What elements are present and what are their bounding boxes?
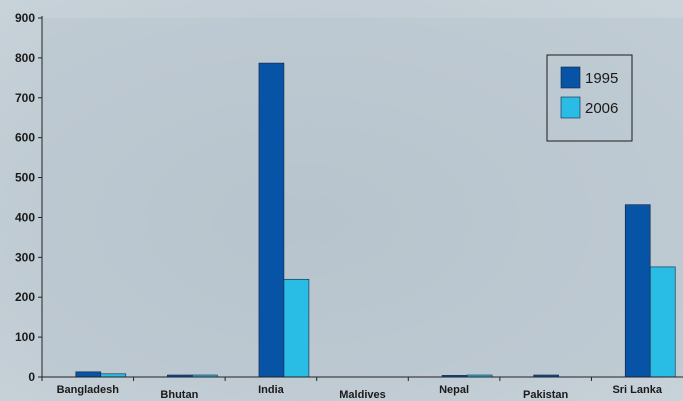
bar-1995-sri-lanka bbox=[624, 204, 651, 378]
y-tick-label: 100 bbox=[15, 330, 35, 344]
y-tick-label: 500 bbox=[15, 171, 35, 185]
bar-2006-india bbox=[283, 278, 310, 378]
y-tick-label: 200 bbox=[15, 290, 35, 304]
x-tick-label-india: India bbox=[258, 384, 285, 396]
legend-swatch-2006 bbox=[560, 96, 581, 119]
bar-1995-bangladesh bbox=[75, 371, 102, 378]
x-tick-label-sri-lanka: Sri Lanka bbox=[612, 384, 662, 396]
axes-layer: 0 100 200 300 400 500 600 700 800 900 Bangladesh Bh… bbox=[15, 11, 683, 401]
y-tick-label: 700 bbox=[15, 91, 35, 105]
legend-label-1995: 1995 bbox=[585, 70, 618, 87]
bar-1995-india bbox=[258, 62, 285, 378]
x-tick-label-nepal: Nepal bbox=[439, 384, 469, 396]
x-tick-label-bangladesh: Bangladesh bbox=[57, 384, 120, 396]
bars-layer bbox=[75, 62, 676, 378]
x-tick-label-bhutan: Bhutan bbox=[160, 389, 198, 401]
x-tick-label-maldives: Maldives bbox=[339, 389, 385, 401]
y-tick-label: 800 bbox=[15, 51, 35, 65]
y-tick-label: 900 bbox=[15, 11, 35, 25]
legend: 1995 2006 bbox=[546, 54, 633, 142]
legend-label-2006: 2006 bbox=[585, 100, 618, 117]
y-tick-label: 600 bbox=[15, 131, 35, 145]
y-tick-label: 300 bbox=[15, 250, 35, 264]
legend-swatch-1995 bbox=[560, 66, 581, 89]
y-tick-label: 400 bbox=[15, 210, 35, 224]
x-tick-label-pakistan: Pakistan bbox=[523, 389, 569, 401]
y-tick-label: 0 bbox=[28, 370, 35, 384]
bar-2006-sri-lanka bbox=[649, 266, 676, 378]
legend-box bbox=[546, 54, 633, 142]
